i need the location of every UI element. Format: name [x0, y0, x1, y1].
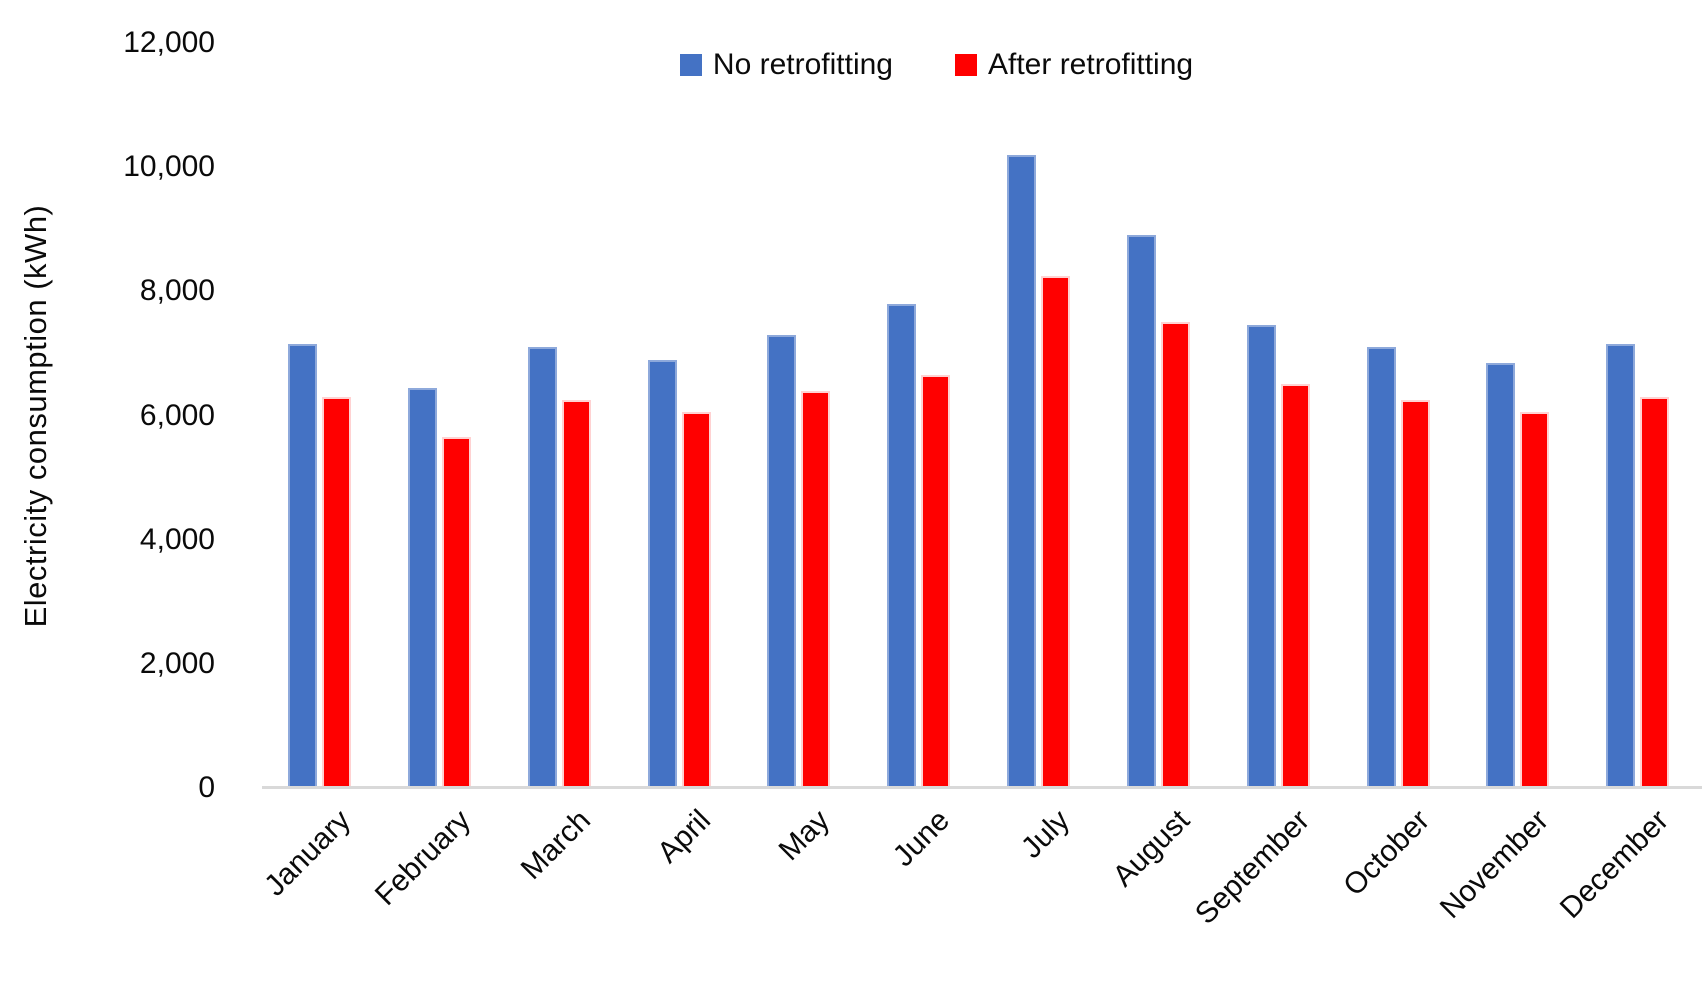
bar-august-after-retrofitting — [1161, 322, 1190, 788]
bar-january-after-retrofitting — [322, 397, 351, 788]
bar-november-no-retrofitting — [1486, 363, 1515, 788]
x-axis-line — [262, 786, 1702, 789]
bar-december-after-retrofitting — [1640, 397, 1669, 788]
bar-february-no-retrofitting — [408, 388, 437, 788]
bar-june-no-retrofitting — [887, 304, 916, 788]
bar-april-no-retrofitting — [648, 360, 677, 788]
bar-january-no-retrofitting — [288, 344, 317, 788]
y-tick-label: 6,000 — [139, 398, 215, 432]
bar-november-after-retrofitting — [1520, 412, 1549, 788]
bar-june-after-retrofitting — [921, 375, 950, 788]
bar-february-after-retrofitting — [442, 437, 471, 788]
bar-december-no-retrofitting — [1606, 344, 1635, 788]
legend-swatch-icon — [679, 54, 702, 76]
y-tick-label: 0 — [198, 771, 215, 804]
y-tick-label: 12,000 — [123, 26, 215, 59]
legend-label: No retrofitting — [712, 48, 893, 81]
bar-july-no-retrofitting — [1007, 155, 1036, 788]
y-axis-title: Electricity consumption (kWh) — [18, 204, 53, 628]
plot-area — [262, 43, 1700, 788]
bar-september-after-retrofitting — [1281, 384, 1310, 788]
legend: No retrofitting After retrofitting — [0, 48, 1703, 82]
bar-march-after-retrofitting — [562, 400, 591, 788]
bar-october-no-retrofitting — [1367, 347, 1396, 788]
bar-september-no-retrofitting — [1247, 325, 1276, 788]
y-tick-label: 8,000 — [139, 274, 215, 308]
y-tick-label: 10,000 — [123, 150, 215, 184]
y-tick-label: 4,000 — [139, 522, 215, 556]
bar-october-after-retrofitting — [1401, 400, 1430, 788]
bar-may-no-retrofitting — [767, 335, 796, 788]
legend-swatch-icon — [955, 54, 977, 76]
bar-august-no-retrofitting — [1127, 235, 1156, 788]
y-tick-label: 2,000 — [139, 646, 215, 680]
bar-april-after-retrofitting — [682, 412, 711, 788]
legend-item-0: No retrofitting — [679, 48, 893, 82]
bar-july-after-retrofitting — [1041, 276, 1070, 788]
legend-label: After retrofitting — [988, 48, 1194, 81]
bar-march-no-retrofitting — [528, 347, 557, 788]
bar-may-after-retrofitting — [801, 391, 830, 788]
legend-item-1: After retrofitting — [955, 48, 1193, 82]
